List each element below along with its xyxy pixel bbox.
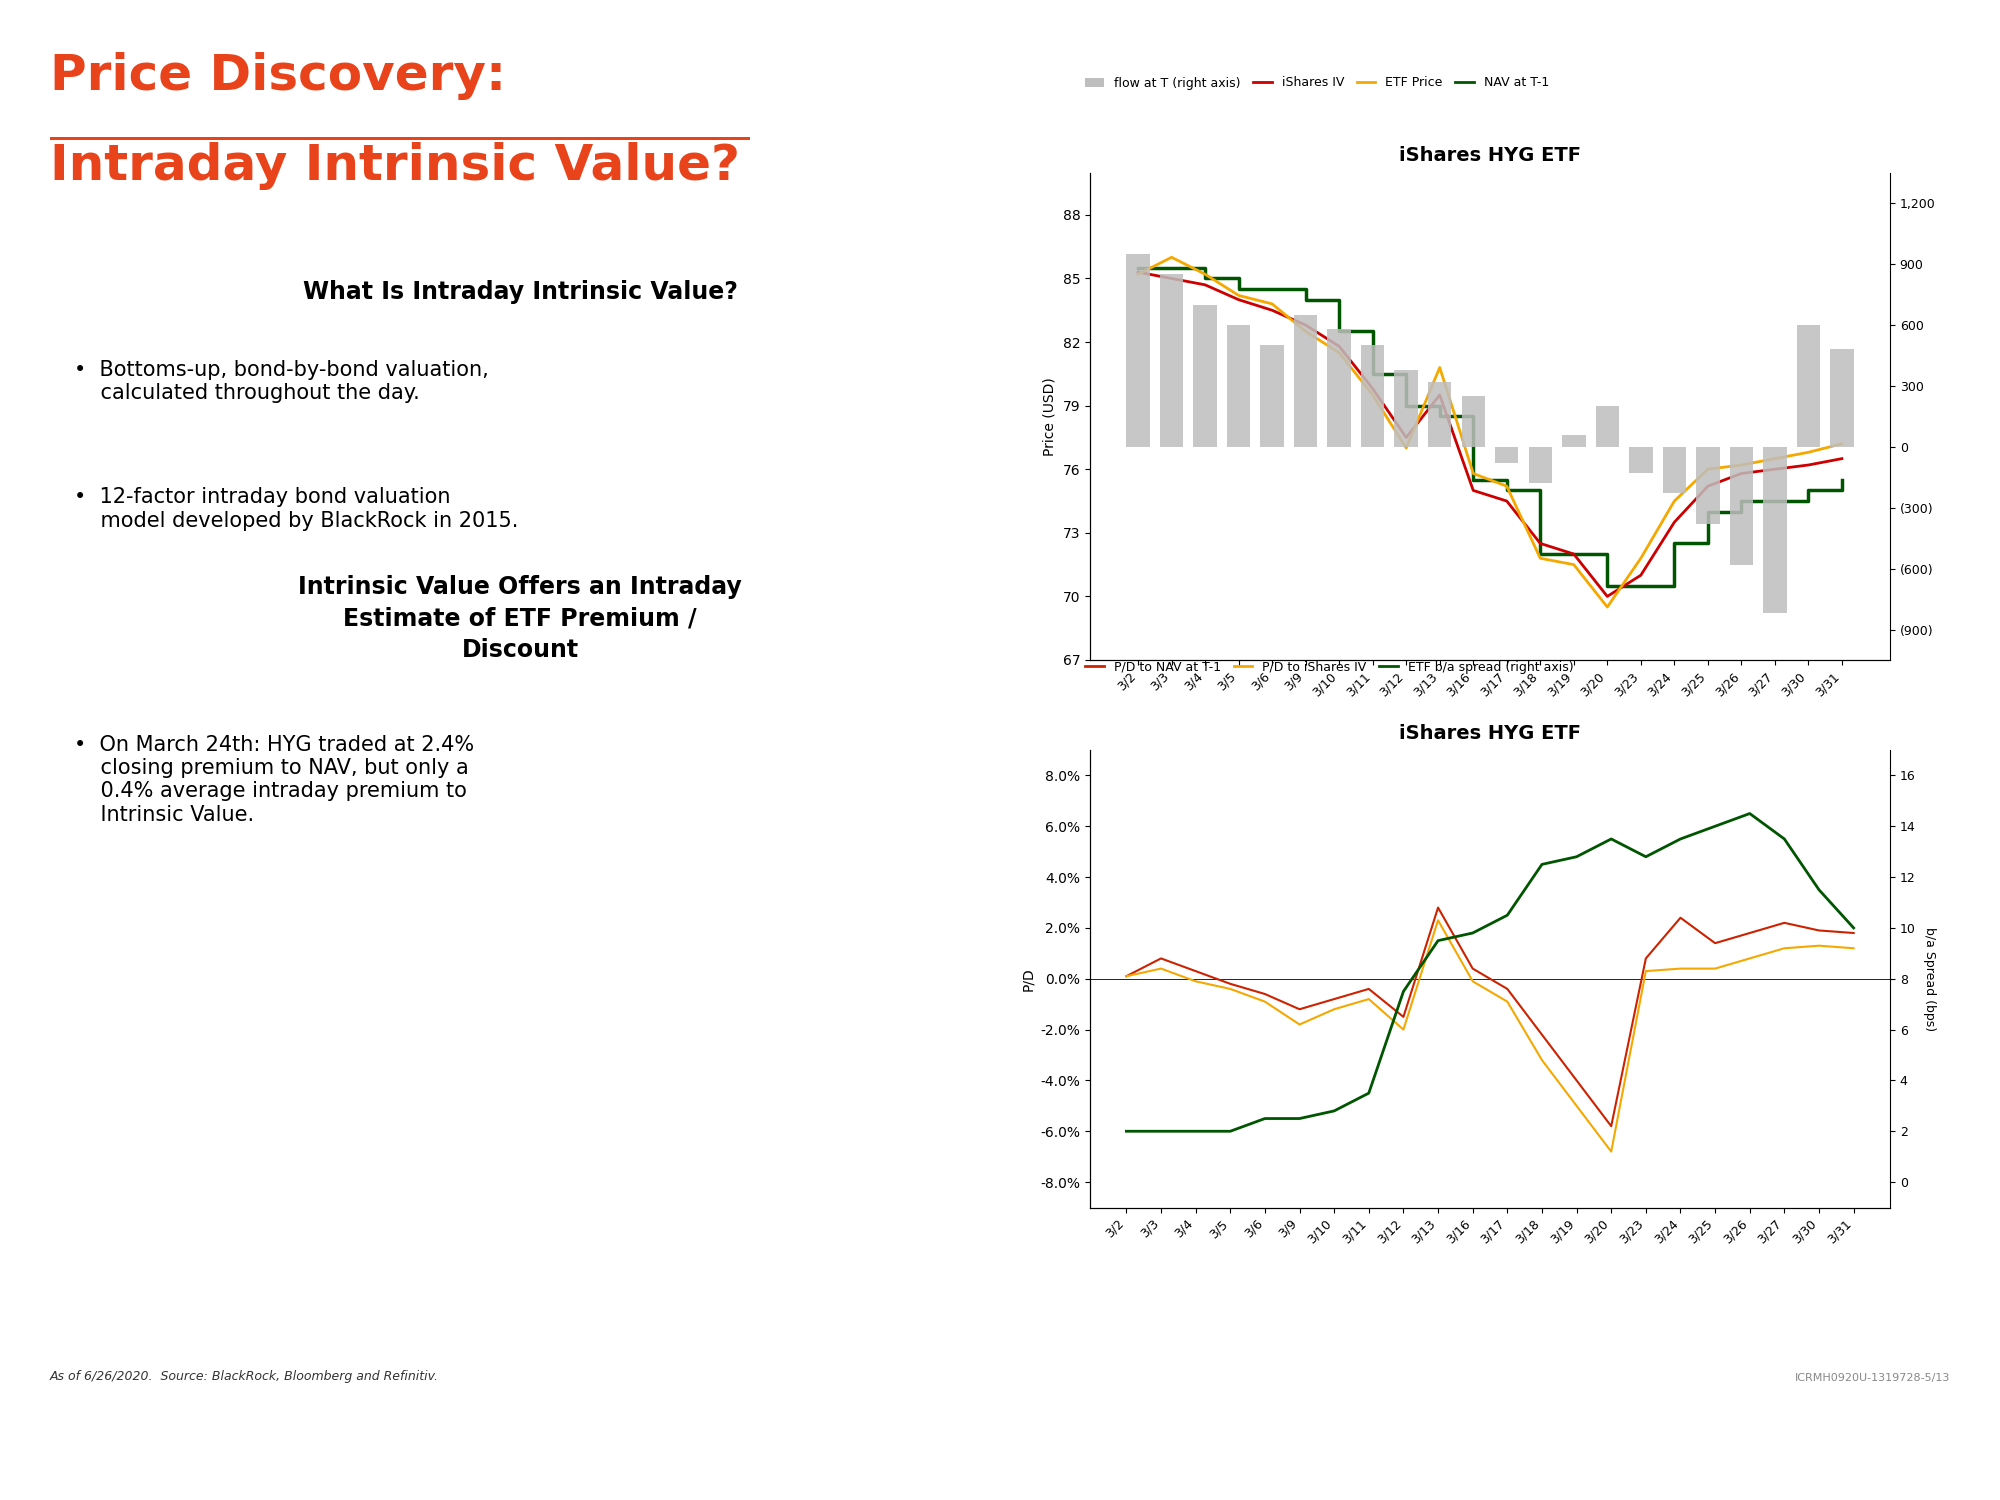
Legend: P/D to NAV at T-1, P/D to iShares IV, ETF b/a spread (right axis): P/D to NAV at T-1, P/D to iShares IV, ET…	[1080, 656, 1578, 678]
Text: •  On March 24th: HYG traded at 2.4%
    closing premium to NAV, but only a
    : • On March 24th: HYG traded at 2.4% clos…	[74, 735, 474, 825]
Bar	[1126, 254, 1150, 447]
Bar	[1194, 304, 1216, 447]
Bar	[1696, 447, 1720, 524]
Bar	[1830, 350, 1854, 447]
Y-axis label: b/a Spread (bps): b/a Spread (bps)	[1924, 927, 1936, 1030]
Bar	[1394, 369, 1418, 447]
Bar	[1662, 447, 1686, 494]
Text: •  Bottoms-up, bond-by-bond valuation,
    calculated throughout the day.: • Bottoms-up, bond-by-bond valuation, ca…	[74, 360, 488, 404]
Bar	[1796, 326, 1820, 447]
Bar	[1562, 435, 1586, 447]
Title: iShares HYG ETF: iShares HYG ETF	[1400, 147, 1582, 165]
Text: As of 6/26/2020.  Source: BlackRock, Bloomberg and Refinitiv.: As of 6/26/2020. Source: BlackRock, Bloo…	[50, 1370, 440, 1383]
Bar	[1160, 274, 1184, 447]
Text: Intraday Intrinsic Value?: Intraday Intrinsic Value?	[50, 142, 740, 190]
Text: •  12-factor intraday bond valuation
    model developed by BlackRock in 2015.: • 12-factor intraday bond valuation mode…	[74, 488, 518, 531]
Text: Price Discovery:: Price Discovery:	[50, 53, 506, 100]
Bar	[1764, 447, 1786, 614]
Legend: flow at T (right axis), iShares IV, ETF Price, NAV at T-1: flow at T (right axis), iShares IV, ETF …	[1080, 72, 1554, 94]
Bar	[1496, 447, 1518, 464]
Bar	[1596, 406, 1620, 447]
Bar	[1428, 381, 1452, 447]
Bar	[1360, 345, 1384, 447]
Bar	[1328, 328, 1350, 447]
Bar	[1260, 345, 1284, 447]
Bar	[1528, 447, 1552, 483]
Bar	[1462, 396, 1484, 447]
Y-axis label: Price (USD): Price (USD)	[1042, 376, 1056, 456]
Text: BlackRock.: BlackRock.	[50, 1432, 220, 1460]
Text: Intrinsic Value Offers an Intraday
Estimate of ETF Premium /
Discount: Intrinsic Value Offers an Intraday Estim…	[298, 574, 742, 663]
Bar	[1226, 326, 1250, 447]
Bar	[1630, 447, 1652, 472]
Bar	[1294, 315, 1318, 447]
Text: ICRMH0920U-1319728-5/13: ICRMH0920U-1319728-5/13	[1794, 1372, 1950, 1383]
Text: What Is Intraday Intrinsic Value?: What Is Intraday Intrinsic Value?	[302, 280, 738, 304]
Title: iShares HYG ETF: iShares HYG ETF	[1400, 724, 1582, 742]
Bar	[1730, 447, 1754, 564]
Bar	[50, 138, 750, 141]
Y-axis label: P/D: P/D	[1020, 968, 1034, 990]
